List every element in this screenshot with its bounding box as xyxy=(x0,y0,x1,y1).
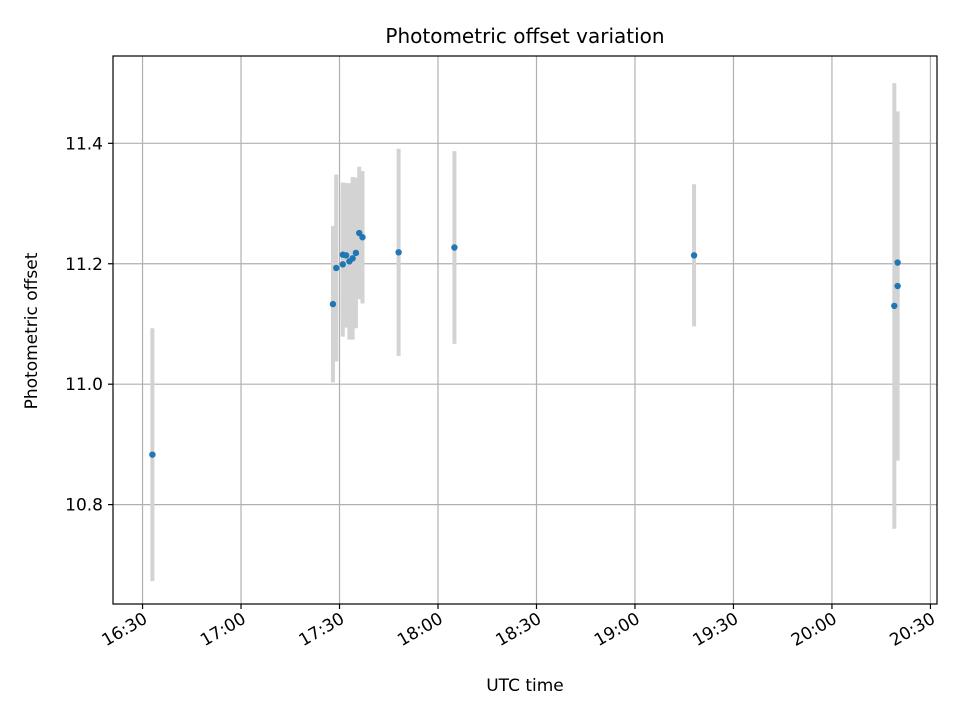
data-point xyxy=(352,249,360,257)
axes-frame xyxy=(112,55,938,605)
y-tick-label: 11.2 xyxy=(65,255,103,275)
data-point xyxy=(690,252,698,259)
data-point xyxy=(349,255,356,262)
data-point xyxy=(894,259,901,266)
data-point xyxy=(149,451,156,458)
y-tick-label: 11.0 xyxy=(65,375,103,395)
y-tick-label: 10.8 xyxy=(65,496,103,516)
data-point xyxy=(342,252,350,259)
data-point xyxy=(894,282,901,290)
x-axis-title: UTC time xyxy=(486,676,564,696)
y-tick-label: 11.4 xyxy=(65,134,103,154)
y-axis-title: Photometric offset xyxy=(22,252,42,409)
chart-title: Photometric offset variation xyxy=(385,24,664,48)
data-point xyxy=(451,244,458,251)
data-point xyxy=(891,302,898,310)
data-point xyxy=(339,261,347,268)
data-point xyxy=(329,300,337,308)
data-point xyxy=(333,264,340,272)
data-point xyxy=(359,234,366,241)
data-point xyxy=(395,249,402,256)
